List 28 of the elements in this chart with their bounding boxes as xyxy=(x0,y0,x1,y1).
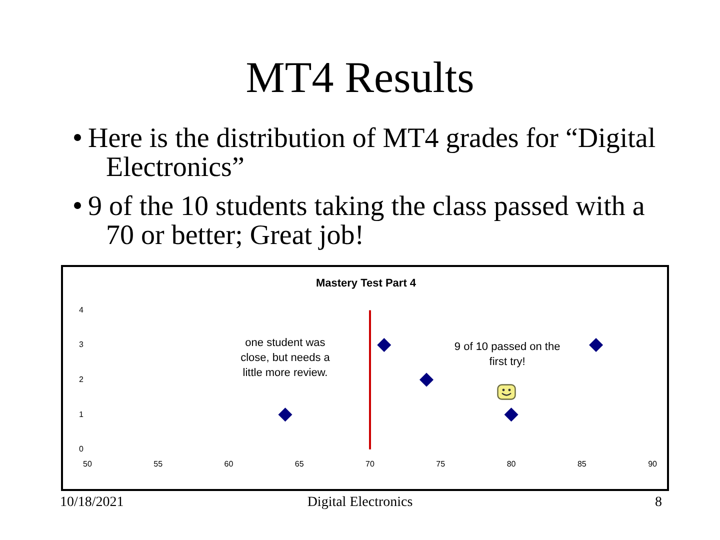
point xyxy=(420,372,434,387)
y-tick-label: 2 xyxy=(78,375,84,384)
x-tick-label: 55 xyxy=(154,459,164,468)
point xyxy=(504,408,518,422)
text: 8 xyxy=(655,494,662,512)
x-tick-label: 65 xyxy=(294,459,304,468)
text: Digital Electronics xyxy=(307,495,413,510)
annotation: 9 of 10 passed on the first try! xyxy=(454,340,560,368)
point xyxy=(377,338,392,352)
point xyxy=(589,338,604,352)
x-tick-label: 70 xyxy=(366,459,375,468)
y-tick-label: 3 xyxy=(78,340,84,350)
y-tick-label: 1 xyxy=(78,410,84,419)
y-tick-label: 0 xyxy=(78,444,84,454)
x-tick-label: 85 xyxy=(577,459,587,468)
chart-title: MT4 Results xyxy=(244,52,476,104)
x-tick-label: 60 xyxy=(224,459,234,468)
text: Here is the distribution of MT4 grades for “Digital Electronics” xyxy=(88,123,657,183)
x-tick-label: 80 xyxy=(506,459,516,468)
text: 10/18/2021 xyxy=(60,494,124,512)
y-tick-label: 4 xyxy=(78,305,84,314)
x-tick-label: 90 xyxy=(648,459,658,468)
x-tick-label: 50 xyxy=(82,459,92,468)
chart-subtitle: Mastery Test Part 4 xyxy=(316,278,417,290)
text: 9 of the 10 students taking the class passed with a 70 or better; Great job! xyxy=(88,191,646,251)
annotation: one student was close, but needs a little more review. xyxy=(240,337,331,380)
x-tick-label: 75 xyxy=(436,459,446,468)
point xyxy=(278,408,292,422)
